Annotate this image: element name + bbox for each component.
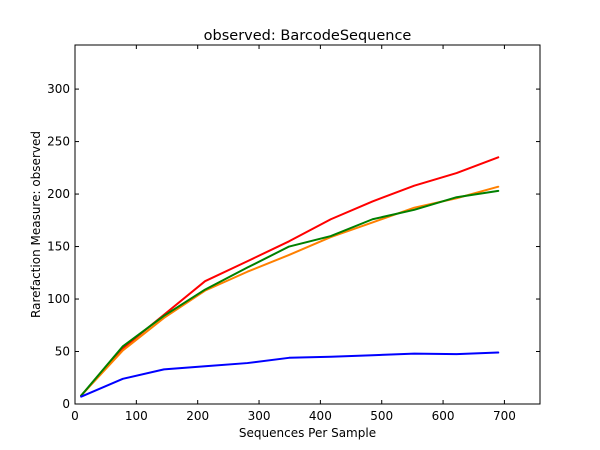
chart-title: observed: BarcodeSequence bbox=[204, 28, 412, 44]
plot-area bbox=[80, 156, 500, 398]
y-tick-label: 0 bbox=[62, 397, 70, 411]
series-line-2 bbox=[80, 185, 500, 397]
y-tick-label: 250 bbox=[47, 135, 70, 149]
x-tick-label: 200 bbox=[186, 409, 209, 423]
x-axis-title: Sequences Per Sample bbox=[239, 426, 376, 440]
x-tick-label: 400 bbox=[309, 409, 332, 423]
x-tick-label: 600 bbox=[432, 409, 455, 423]
y-tick-label: 200 bbox=[47, 187, 70, 201]
x-tick-label: 500 bbox=[370, 409, 393, 423]
series-line-3 bbox=[80, 189, 500, 397]
y-tick-label: 50 bbox=[55, 345, 70, 359]
series-line-4 bbox=[80, 351, 500, 398]
series-line-1 bbox=[80, 156, 500, 397]
y-tick-label: 100 bbox=[47, 292, 70, 306]
x-tick-label: 300 bbox=[248, 409, 271, 423]
y-tick-label: 300 bbox=[47, 82, 70, 96]
y-tick-label: 150 bbox=[47, 240, 70, 254]
x-tick-label: 700 bbox=[493, 409, 516, 423]
axis-ticks: 0 100 200 300 400 500 600 700 0 50 100 150 200 250 300 bbox=[47, 45, 540, 423]
x-tick-label: 0 bbox=[71, 409, 79, 423]
y-axis-title: Rarefaction Measure: observed bbox=[29, 131, 43, 318]
x-tick-label: 100 bbox=[125, 409, 148, 423]
plot-frame bbox=[74, 44, 541, 405]
